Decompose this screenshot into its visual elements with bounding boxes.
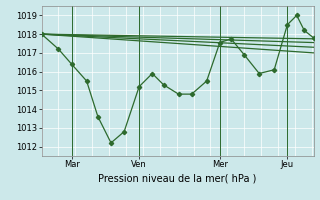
X-axis label: Pression niveau de la mer( hPa ): Pression niveau de la mer( hPa ) — [99, 173, 257, 183]
